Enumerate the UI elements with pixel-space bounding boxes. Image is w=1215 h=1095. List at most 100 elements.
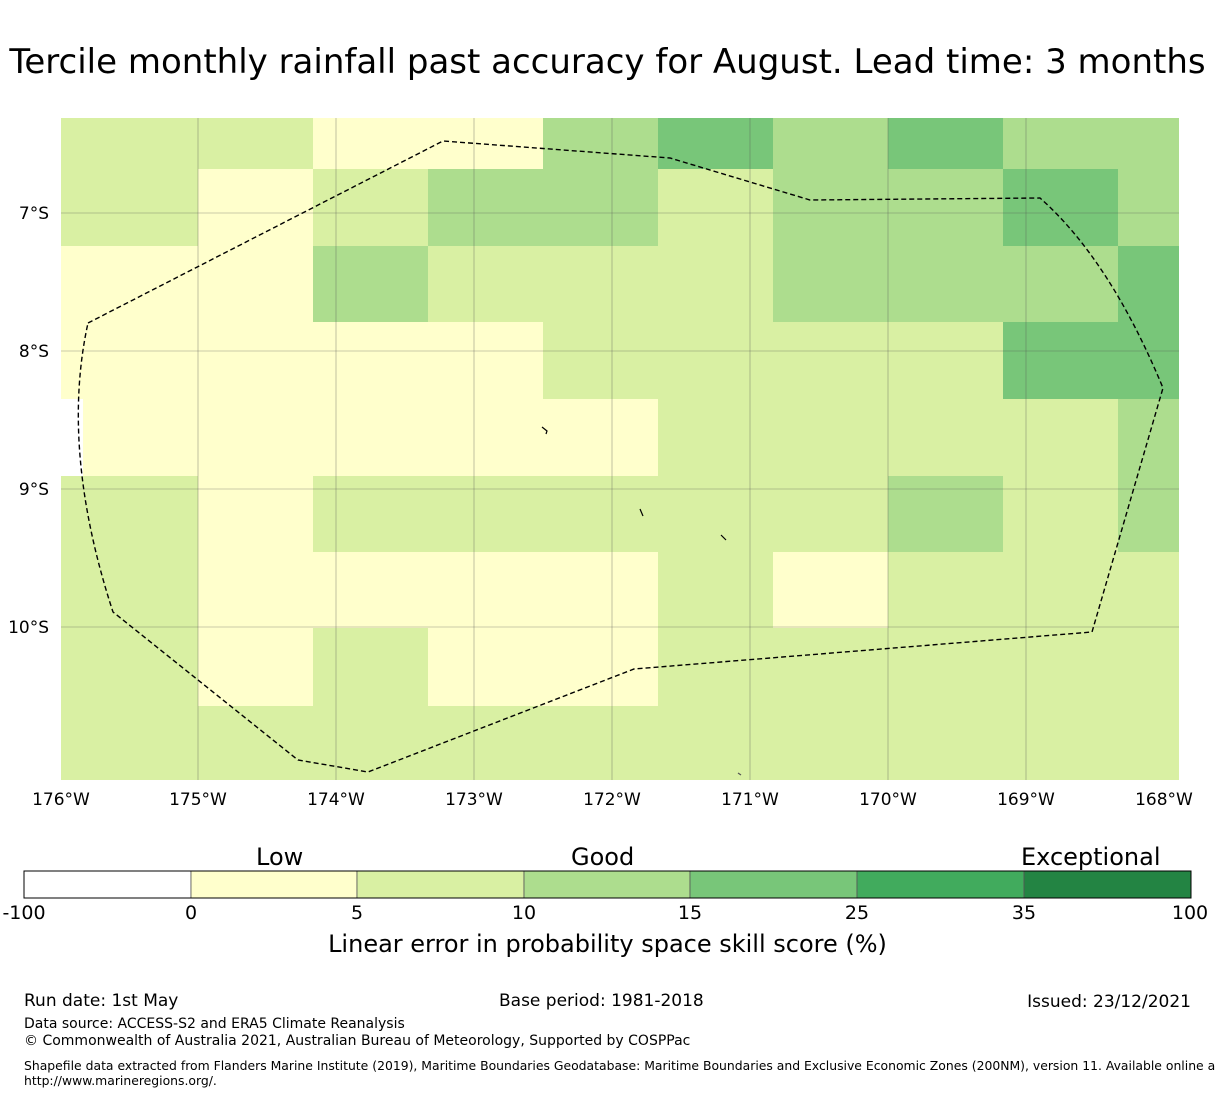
colorbar-tick: 35 (1011, 902, 1037, 924)
skill-cell (658, 399, 773, 476)
colorbar-tick: 0 (184, 902, 198, 924)
skill-map: 176°W 175°W 174°W 173°W 172°W 171°W 170°W 169°W… (8, 118, 1193, 810)
colorbar-label: Linear error in probability space skill … (328, 930, 887, 958)
island-outline (737, 772, 742, 776)
longitude-label: 176°W (32, 790, 90, 810)
skill-cell (658, 476, 773, 552)
skill-cell (1003, 399, 1118, 476)
skill-cell (61, 552, 198, 628)
map-gridlines (61, 118, 1179, 780)
skill-cell (773, 628, 888, 706)
skill-cell (1118, 322, 1179, 399)
skill-cell (543, 552, 658, 628)
skill-cell (428, 552, 543, 628)
skill-cell (198, 552, 313, 628)
skill-cell (198, 628, 313, 706)
colorbar (23, 870, 1192, 899)
skill-cell (428, 246, 543, 322)
latitude-tick-labels: 7°S 8°S 9°S 10°S (8, 204, 49, 638)
skill-cell (773, 246, 888, 322)
colorbar-tick: -100 (2, 902, 46, 924)
skill-cell (1003, 706, 1118, 780)
skill-cell (61, 706, 198, 780)
skill-cell (1003, 118, 1118, 169)
skill-cell (61, 169, 198, 246)
skill-cell (543, 628, 658, 706)
skill-cell (61, 118, 198, 169)
skill-cell (61, 399, 198, 476)
skill-cell (543, 246, 658, 322)
skill-cell (1118, 628, 1179, 706)
skill-cell (198, 322, 313, 399)
colorbar-segment (190, 870, 358, 899)
skill-cell (428, 476, 543, 552)
longitude-label: 172°W (583, 790, 641, 810)
longitude-label: 171°W (721, 790, 779, 810)
shapefile-url: http://www.marineregions.org/. (24, 1073, 217, 1088)
skill-cell (658, 169, 773, 246)
skill-cell (658, 706, 773, 780)
skill-cell (1003, 628, 1118, 706)
skill-cell (198, 169, 313, 246)
shapefile-credit: Shapefile data extracted from Flanders M… (24, 1058, 1215, 1073)
skill-cell (658, 246, 773, 322)
skill-cell (773, 118, 888, 169)
colorbar-segment (689, 870, 858, 899)
skill-cell (1118, 476, 1179, 552)
colorbar-tick: 15 (677, 902, 703, 924)
skill-cell (888, 706, 1003, 780)
colorbar-tick: 25 (844, 902, 870, 924)
skill-cell (313, 628, 428, 706)
skill-cell (198, 246, 313, 322)
issued-date: Issued: 23/12/2021 (1027, 992, 1191, 1012)
longitude-label: 168°W (1135, 790, 1193, 810)
skill-cell (543, 706, 658, 780)
skill-cell (543, 476, 658, 552)
skill-cell (658, 322, 773, 399)
colorbar-frame (23, 870, 1192, 899)
longitude-label: 174°W (307, 790, 365, 810)
eez-boundary (77, 140, 1164, 773)
skill-cell (888, 628, 1003, 706)
skill-cell (1118, 706, 1179, 780)
skill-cell (428, 322, 543, 399)
skill-cell (888, 169, 1003, 246)
colorbar-segment (1023, 870, 1192, 899)
longitude-label: 170°W (859, 790, 917, 810)
skill-cell (61, 246, 198, 322)
island-outline (639, 508, 644, 517)
latitude-label: 7°S (19, 204, 49, 224)
skill-cell (61, 322, 198, 399)
data-source: Data source: ACCESS-S2 and ERA5 Climate … (24, 1016, 405, 1032)
skill-cell (313, 399, 428, 476)
skill-cell (313, 706, 428, 780)
copyright: © Commonwealth of Australia 2021, Austra… (24, 1033, 691, 1049)
base-period: Base period: 1981-2018 (499, 991, 704, 1011)
skill-cell (1003, 322, 1118, 399)
colorbar-segment (523, 870, 691, 899)
latitude-label: 8°S (19, 342, 49, 362)
skill-cell (1003, 476, 1118, 552)
skill-cell (198, 399, 313, 476)
skill-cell (543, 169, 658, 246)
skill-cell (773, 399, 888, 476)
skill-grid-cells (61, 118, 1179, 780)
run-date: Run date: 1st May (24, 991, 179, 1011)
skill-cell (1118, 118, 1179, 169)
skill-cell (313, 118, 428, 169)
skill-cell (543, 399, 658, 476)
skill-cell (773, 322, 888, 399)
skill-cell (658, 552, 773, 628)
skill-cell (543, 322, 658, 399)
colorbar-segment (356, 870, 525, 899)
skill-cell (773, 476, 888, 552)
skill-cell (313, 322, 428, 399)
skill-cell (543, 118, 658, 169)
longitude-label: 169°W (997, 790, 1055, 810)
skill-cell (428, 169, 543, 246)
latitude-label: 9°S (19, 480, 49, 500)
skill-cell (888, 246, 1003, 322)
island-outline (541, 426, 548, 435)
longitude-label: 175°W (169, 790, 227, 810)
skill-cell (658, 628, 773, 706)
